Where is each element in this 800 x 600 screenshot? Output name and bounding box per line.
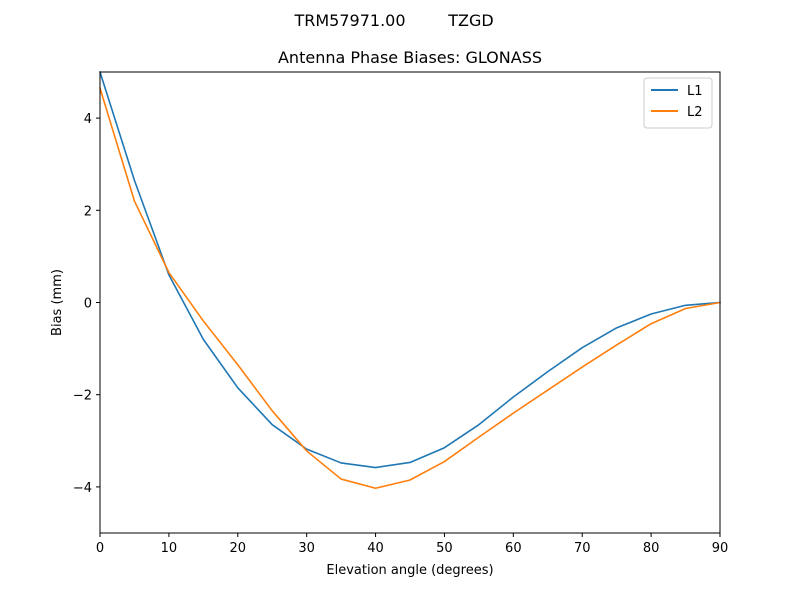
x-tick-label: 90 [712,541,729,556]
x-tick-label: 30 [298,541,315,556]
series-line-l2 [99,87,721,490]
suptitle-right: TZGD [447,11,493,30]
y-axis: −4 −2 0 2 4 [73,112,100,496]
y-tick-label: 2 [84,204,92,219]
x-tick-label: 80 [643,541,660,556]
suptitle-left: TRM57971.00 [293,11,405,30]
series-line-l1 [98,70,721,469]
y-tick-label: −2 [73,389,92,404]
y-tick-label: −4 [73,481,92,496]
x-tick-label: 70 [574,541,591,556]
y-tick-label: 4 [84,112,92,127]
legend-label-l1: L1 [687,84,703,99]
x-tick-label: 50 [436,541,453,556]
y-tick-label: 0 [84,297,92,312]
x-tick-label: 20 [230,541,247,556]
x-axis-label: Elevation angle (degrees) [326,563,493,578]
legend-label-l2: L2 [687,105,703,120]
plot-area [100,72,720,533]
x-tick-label: 10 [161,541,178,556]
x-tick-label: 60 [505,541,522,556]
series-layer [98,70,721,490]
x-axis: 0 10 20 30 40 50 60 70 80 90 [96,533,728,556]
chart-title: Antenna Phase Biases: GLONASS [278,48,542,67]
x-tick-label: 40 [367,541,384,556]
y-axis-label: Bias (mm) [50,269,65,336]
x-tick-label: 0 [96,541,104,556]
